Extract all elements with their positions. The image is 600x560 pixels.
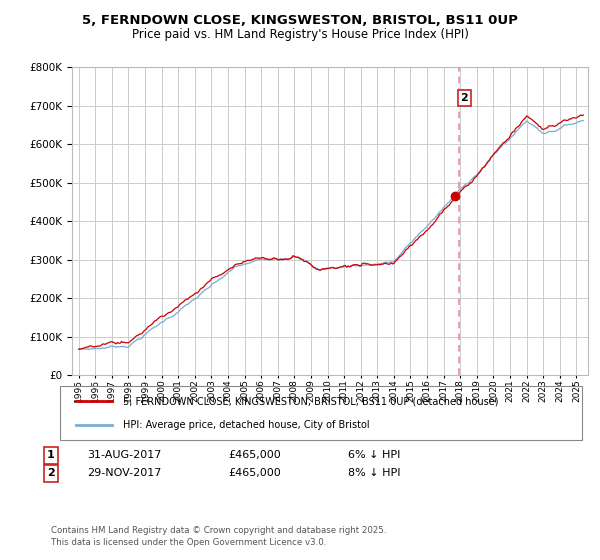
Text: 2: 2 [460,93,468,103]
Text: 5, FERNDOWN CLOSE, KINGSWESTON, BRISTOL, BS11 0UP: 5, FERNDOWN CLOSE, KINGSWESTON, BRISTOL,… [82,14,518,27]
Text: 6% ↓ HPI: 6% ↓ HPI [348,450,400,460]
Text: Contains HM Land Registry data © Crown copyright and database right 2025.
This d: Contains HM Land Registry data © Crown c… [51,526,386,547]
Text: 5, FERNDOWN CLOSE, KINGSWESTON, BRISTOL, BS11 0UP (detached house): 5, FERNDOWN CLOSE, KINGSWESTON, BRISTOL,… [122,396,498,407]
Text: 2: 2 [47,468,55,478]
Text: 8% ↓ HPI: 8% ↓ HPI [348,468,401,478]
Text: 31-AUG-2017: 31-AUG-2017 [87,450,161,460]
Text: HPI: Average price, detached house, City of Bristol: HPI: Average price, detached house, City… [122,419,369,430]
Text: £465,000: £465,000 [228,450,281,460]
Text: Price paid vs. HM Land Registry's House Price Index (HPI): Price paid vs. HM Land Registry's House … [131,28,469,41]
Text: 1: 1 [47,450,55,460]
Text: 29-NOV-2017: 29-NOV-2017 [87,468,161,478]
Text: £465,000: £465,000 [228,468,281,478]
